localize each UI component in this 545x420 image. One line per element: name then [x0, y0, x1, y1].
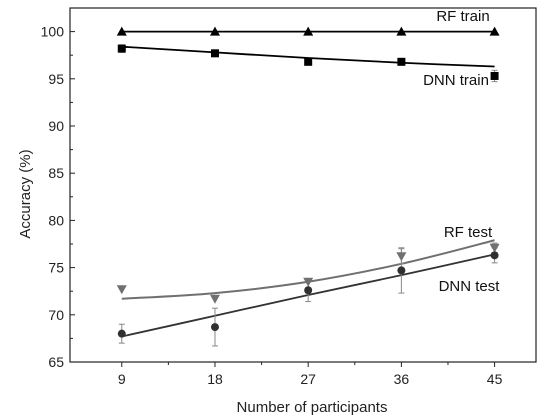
y-tick-label: 85	[48, 165, 64, 181]
data-point	[303, 26, 314, 36]
y-tick-label: 100	[41, 24, 65, 40]
x-tick-label: 36	[394, 371, 410, 387]
y-tick-label: 75	[48, 260, 64, 276]
x-tick-label: 9	[118, 371, 126, 387]
x-tick-label: 18	[207, 371, 223, 387]
data-point	[210, 323, 219, 332]
data-markers	[116, 26, 500, 338]
data-point	[209, 26, 220, 36]
y-tick-label: 95	[48, 71, 64, 87]
data-point	[490, 71, 499, 80]
data-point	[117, 329, 126, 338]
data-point	[396, 26, 407, 36]
data-point	[489, 26, 500, 36]
x-tick-label: 45	[487, 371, 503, 387]
axis-ticks: 65 70 75 80 85 90 95 100 9 18 27 36 45	[41, 24, 503, 387]
data-point	[116, 285, 127, 295]
data-point	[304, 57, 313, 66]
data-point	[209, 294, 220, 304]
data-point	[304, 286, 313, 295]
plot-area	[69, 7, 537, 363]
data-point	[116, 26, 127, 36]
series-label-dnn-train: DNN train	[423, 72, 489, 89]
x-tick-label: 27	[300, 371, 316, 387]
data-point	[489, 243, 500, 253]
series-label-dnn-test: DNN test	[439, 278, 501, 295]
data-point	[117, 44, 126, 53]
y-tick-label: 70	[48, 307, 64, 323]
series-label-rf-test: RF test	[444, 224, 493, 241]
series-label-rf-train: RF train	[436, 8, 489, 25]
data-point	[303, 277, 314, 287]
y-tick-label: 80	[48, 212, 64, 228]
data-point	[397, 266, 406, 275]
x-axis-title: Number of participants	[237, 399, 388, 416]
data-point	[490, 251, 499, 260]
y-tick-label: 90	[48, 118, 64, 134]
data-point	[397, 57, 406, 66]
plot-frame	[69, 7, 537, 363]
error-bars	[118, 44, 498, 347]
data-point	[210, 49, 219, 58]
y-tick-label: 65	[48, 354, 64, 370]
data-point	[396, 252, 407, 262]
y-axis-title: Accuracy (%)	[17, 149, 34, 238]
